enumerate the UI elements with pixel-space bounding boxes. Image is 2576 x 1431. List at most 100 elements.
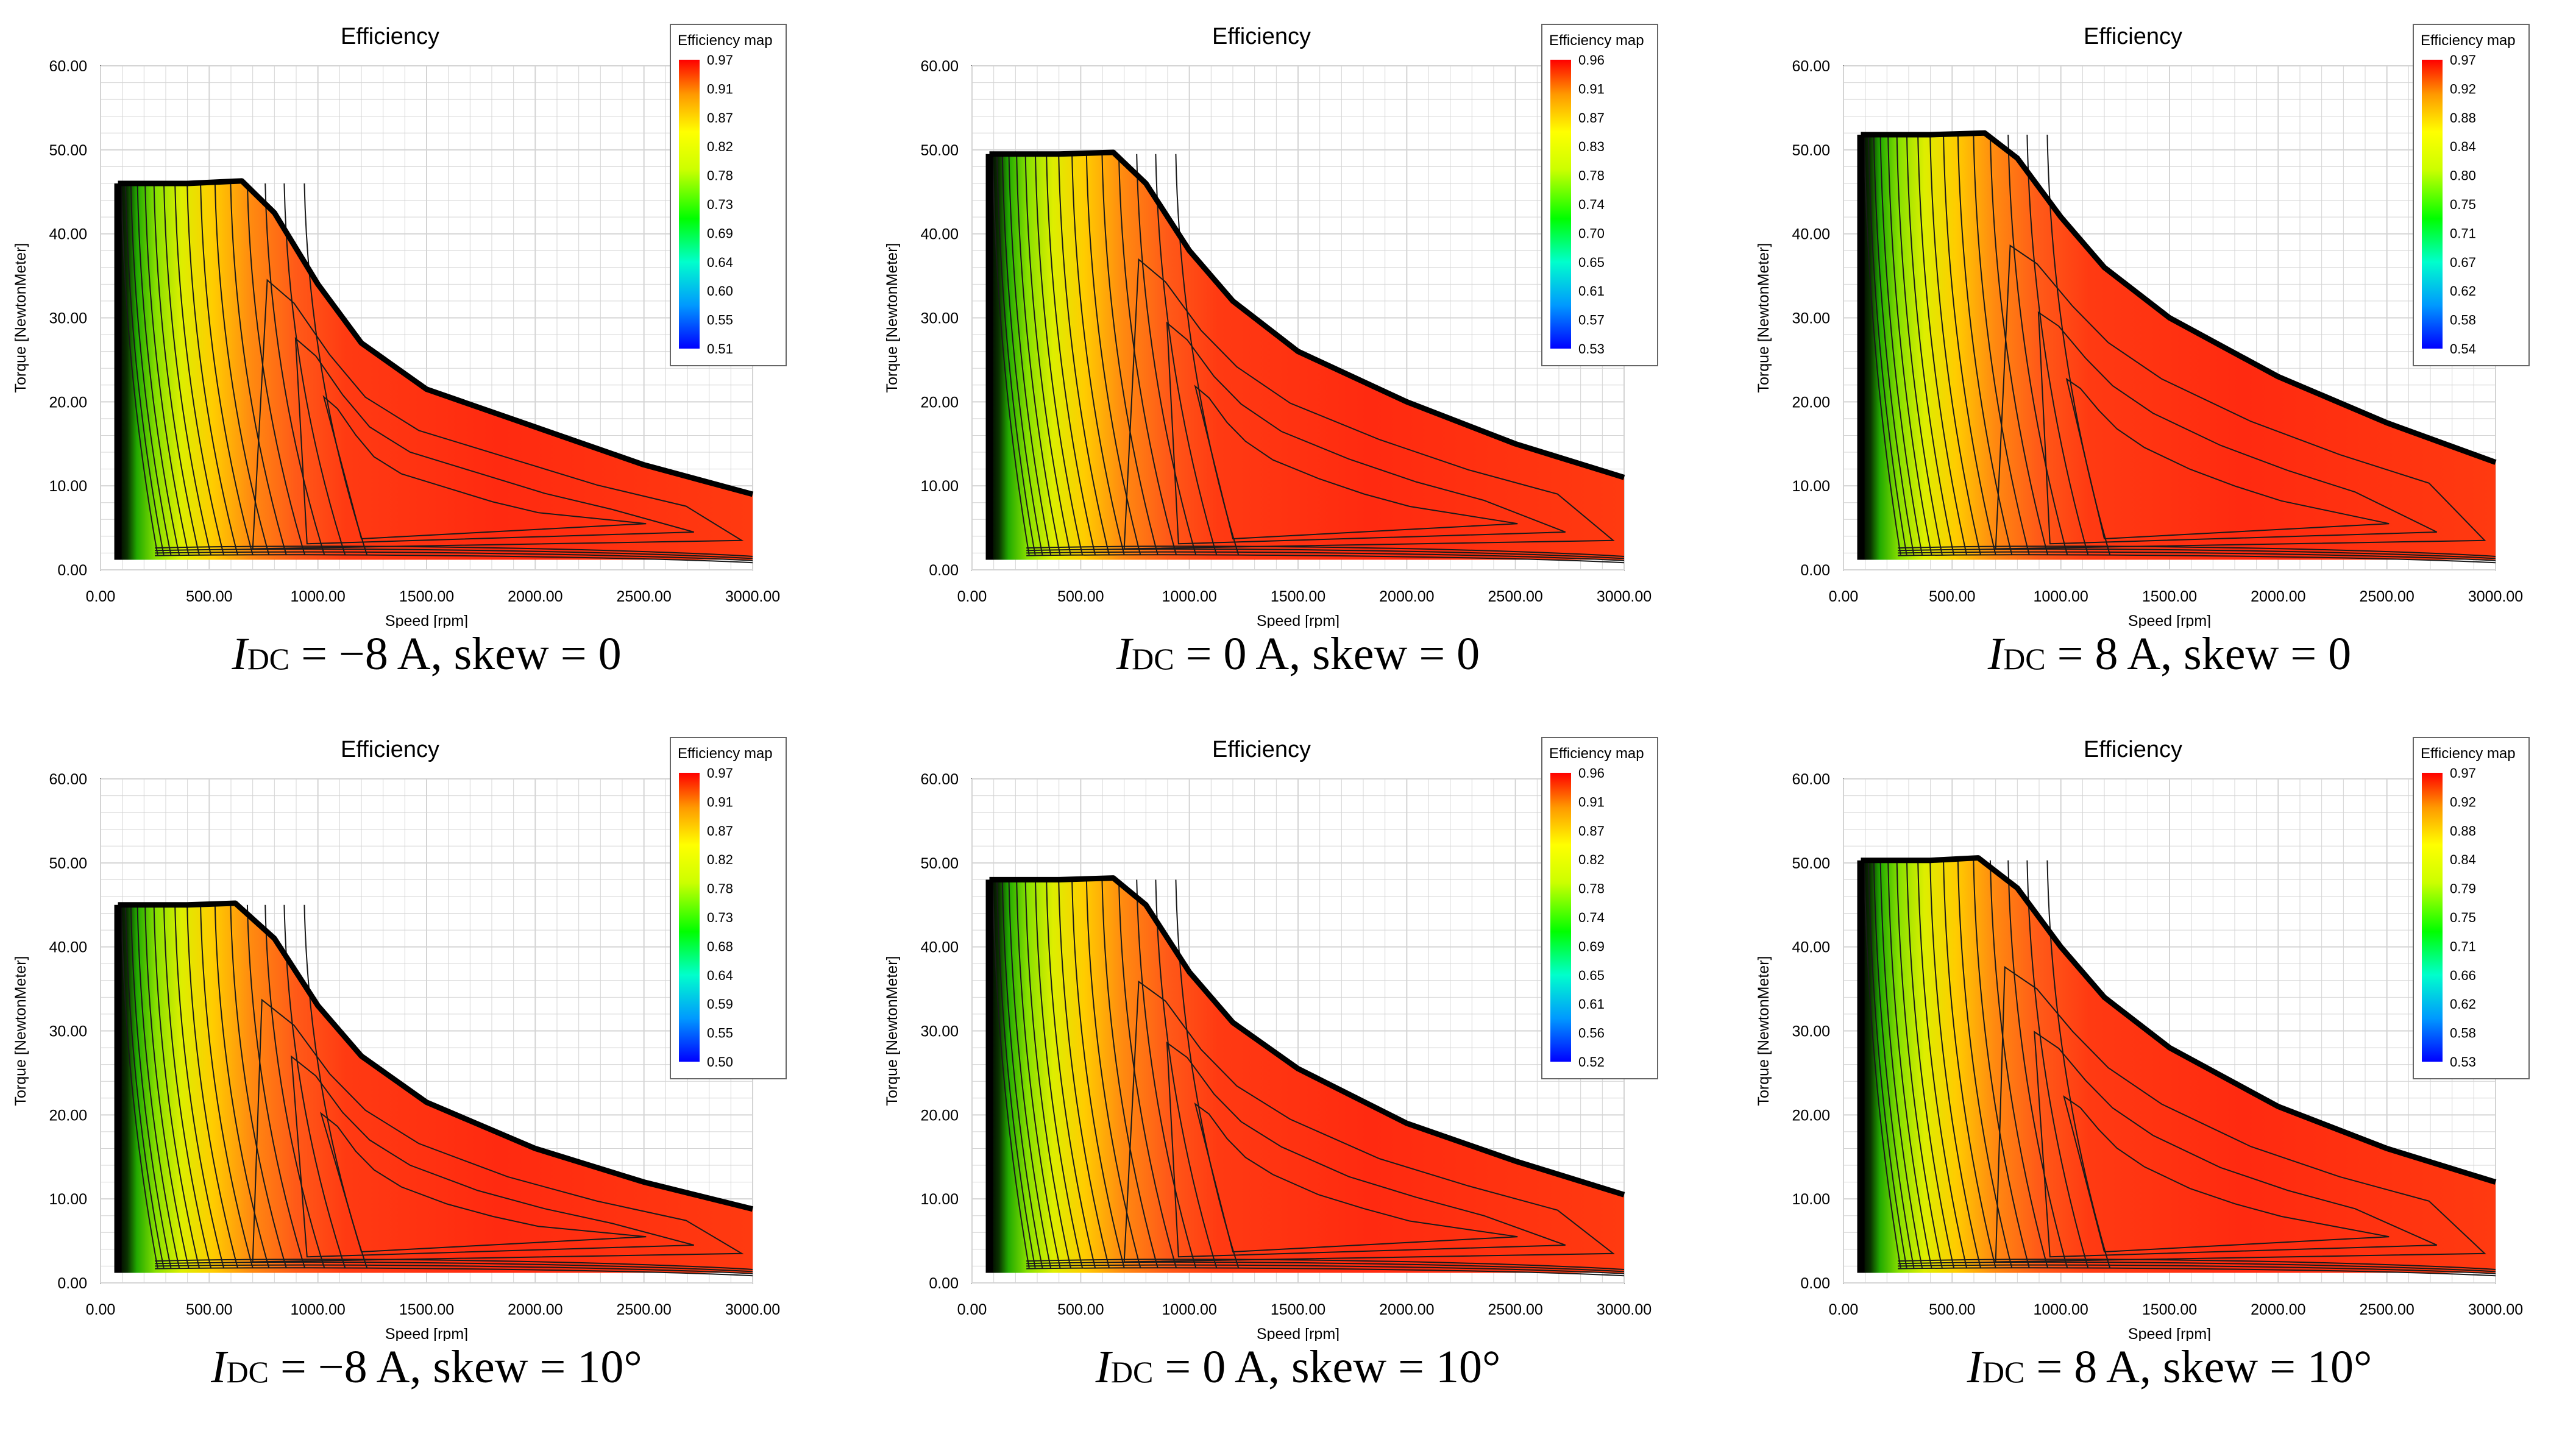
legend-tick: 0.92 bbox=[2450, 81, 2476, 96]
x-tick-label: 3000.00 bbox=[725, 1301, 780, 1318]
y-tick-label: 20.00 bbox=[1792, 1107, 1830, 1124]
y-tick-label: 30.00 bbox=[920, 1023, 959, 1040]
efficiency-chart: 0.00 500.00 1000.00 1500.00 2000.00 2500.00 30… bbox=[1755, 737, 2530, 1341]
y-tick-label: 10.00 bbox=[49, 478, 87, 495]
legend-tick: 0.97 bbox=[2450, 765, 2476, 781]
legend-tick: 0.56 bbox=[1578, 1026, 1605, 1041]
y-tick-label: 20.00 bbox=[920, 394, 959, 411]
efficiency-map-panel: 0.00 500.00 1000.00 1500.00 2000.00 2500.00 30… bbox=[0, 713, 853, 1402]
y-tick-label: 0.00 bbox=[1800, 562, 1830, 579]
legend: Efficiency map 0.97 0.92 0.88 0.84 0.80 0.75 0.… bbox=[2413, 24, 2530, 366]
contour-lines bbox=[1863, 135, 2496, 564]
legend-color-bar bbox=[679, 60, 700, 349]
x-tick-label: 2500.00 bbox=[1488, 1301, 1542, 1318]
legend-tick: 0.91 bbox=[707, 794, 733, 809]
legend-tick: 0.53 bbox=[2450, 1054, 2476, 1070]
x-tick-label: 1500.00 bbox=[1271, 588, 1325, 605]
y-tick-label: 10.00 bbox=[1792, 1191, 1830, 1208]
legend-title: Efficiency map bbox=[678, 32, 773, 49]
legend-tick: 0.55 bbox=[707, 313, 733, 328]
x-tick-label: 1000.00 bbox=[2033, 1301, 2088, 1318]
x-tick-label: 0.00 bbox=[1829, 588, 1859, 605]
legend-tick: 0.87 bbox=[707, 823, 733, 839]
y-tick-label: 40.00 bbox=[1792, 226, 1830, 243]
x-tick-label: 2000.00 bbox=[1379, 588, 1434, 605]
y-tick-label: 30.00 bbox=[49, 310, 87, 327]
x-tick-label: 1500.00 bbox=[2142, 1301, 2197, 1318]
legend-tick: 0.61 bbox=[1578, 996, 1605, 1012]
x-tick-label: 500.00 bbox=[186, 1301, 232, 1318]
legend-color-bar bbox=[679, 773, 700, 1062]
legend-tick: 0.97 bbox=[2450, 52, 2476, 68]
legend-tick: 0.52 bbox=[1578, 1054, 1605, 1070]
y-tick-label: 10.00 bbox=[49, 1191, 87, 1208]
max-torque-envelope bbox=[989, 149, 1625, 480]
legend-tick: 0.91 bbox=[707, 81, 733, 96]
x-tick-label: 0.00 bbox=[957, 588, 987, 605]
y-tick-label: 60.00 bbox=[920, 58, 959, 75]
x-axis-label: Speed [rpm] bbox=[1257, 613, 1339, 628]
contour-lines bbox=[120, 904, 753, 1277]
legend-tick: 0.71 bbox=[2450, 225, 2476, 241]
x-tick-label: 3000.00 bbox=[1597, 1301, 1652, 1318]
legend-tick: 0.84 bbox=[2450, 852, 2476, 867]
y-tick-label: 50.00 bbox=[920, 142, 959, 159]
legend-tick: 0.66 bbox=[2450, 968, 2476, 983]
x-tick-label: 2500.00 bbox=[1488, 588, 1542, 605]
y-tick-label: 30.00 bbox=[1792, 1023, 1830, 1040]
panel-caption: IDC = 0 A, skew = 10° bbox=[871, 1341, 1725, 1394]
legend-tick: 0.59 bbox=[707, 996, 733, 1012]
legend-color-bar bbox=[1550, 60, 1571, 349]
legend: Efficiency map 0.97 0.91 0.87 0.82 0.78 0.73 0.… bbox=[670, 24, 787, 366]
x-tick-label: 2000.00 bbox=[508, 588, 562, 605]
legend-tick: 0.53 bbox=[1578, 341, 1605, 357]
legend-tick: 0.87 bbox=[707, 110, 733, 126]
y-tick-label: 0.00 bbox=[929, 1275, 959, 1292]
max-torque-envelope bbox=[989, 875, 1625, 1198]
x-tick-label: 3000.00 bbox=[1597, 588, 1652, 605]
y-tick-label: 20.00 bbox=[49, 394, 87, 411]
x-tick-label: 2000.00 bbox=[508, 1301, 562, 1318]
y-tick-label: 60.00 bbox=[1792, 771, 1830, 788]
legend-tick: 0.65 bbox=[1578, 255, 1605, 270]
max-torque-envelope bbox=[118, 178, 754, 497]
x-tick-label: 500.00 bbox=[186, 588, 232, 605]
legend-tick: 0.50 bbox=[707, 1054, 733, 1070]
legend-tick: 0.78 bbox=[707, 168, 733, 183]
legend-tick: 0.96 bbox=[1578, 52, 1605, 68]
legend-tick: 0.88 bbox=[2450, 110, 2476, 126]
panel-caption: IDC = 8 A, skew = 0 bbox=[1743, 628, 2576, 681]
legend-tick: 0.82 bbox=[707, 139, 733, 154]
legend-tick: 0.68 bbox=[707, 939, 733, 954]
y-tick-label: 20.00 bbox=[920, 1107, 959, 1124]
y-tick-label: 0.00 bbox=[57, 1275, 87, 1292]
x-axis-label: Speed [rpm] bbox=[385, 1326, 468, 1341]
y-tick-label: 40.00 bbox=[49, 226, 87, 243]
efficiency-map-panel: 0.00 500.00 1000.00 1500.00 2000.00 2500.00 30… bbox=[1743, 0, 2576, 689]
efficiency-map-panel: 0.00 500.00 1000.00 1500.00 2000.00 2500.00 30… bbox=[1743, 713, 2576, 1402]
y-tick-label: 40.00 bbox=[920, 939, 959, 956]
x-tick-label: 3000.00 bbox=[2468, 588, 2523, 605]
max-torque-envelope bbox=[118, 900, 754, 1212]
x-tick-label: 1500.00 bbox=[2142, 588, 2197, 605]
x-tick-label: 0.00 bbox=[86, 588, 116, 605]
contour-lines bbox=[1863, 860, 2496, 1277]
y-axis-label: Torque [NewtonMeter] bbox=[1755, 956, 1772, 1106]
efficiency-heat-region bbox=[118, 903, 753, 1273]
legend-tick: 0.87 bbox=[1578, 110, 1605, 126]
legend-tick: 0.79 bbox=[2450, 881, 2476, 897]
legend: Efficiency map 0.97 0.92 0.88 0.84 0.79 0.75 0.… bbox=[2413, 737, 2530, 1079]
y-tick-label: 60.00 bbox=[49, 771, 87, 788]
x-axis-label: Speed [rpm] bbox=[1257, 1326, 1339, 1341]
legend-tick: 0.69 bbox=[1578, 939, 1605, 954]
legend-color-bar bbox=[1550, 773, 1571, 1062]
y-axis-label: Torque [NewtonMeter] bbox=[12, 243, 29, 393]
x-tick-label: 0.00 bbox=[86, 1301, 116, 1318]
legend-title: Efficiency map bbox=[678, 745, 773, 762]
legend-tick: 0.71 bbox=[2450, 939, 2476, 954]
efficiency-chart: 0.00 500.00 1000.00 1500.00 2000.00 2500.00 30… bbox=[1755, 24, 2530, 628]
legend-tick: 0.54 bbox=[2450, 341, 2476, 357]
legend-tick: 0.78 bbox=[707, 881, 733, 897]
legend-tick: 0.58 bbox=[2450, 1026, 2476, 1041]
legend-title: Efficiency map bbox=[2421, 745, 2516, 762]
